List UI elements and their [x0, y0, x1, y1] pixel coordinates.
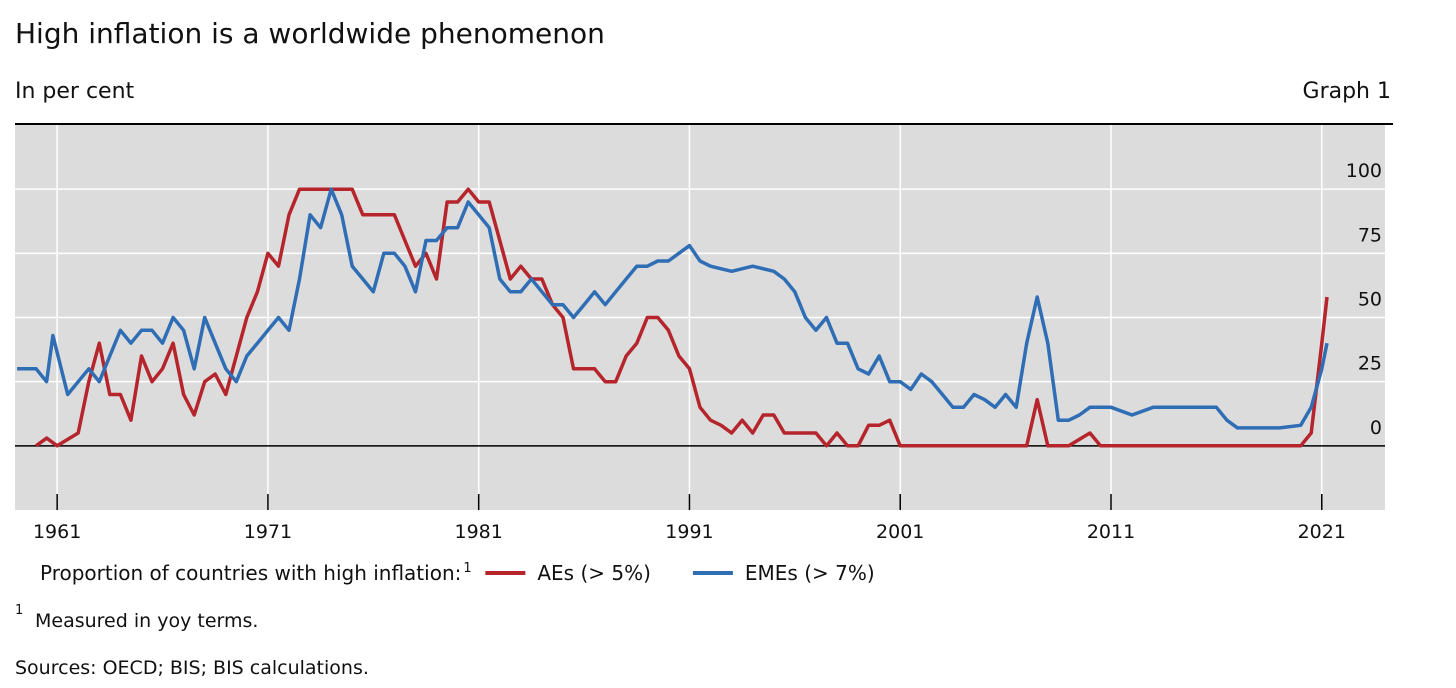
legend: Proportion of countries with high inflat… — [40, 561, 875, 585]
x-tick-label: 2001 — [876, 521, 924, 543]
footnote: Measured in yoy terms. — [35, 610, 258, 632]
legend-title-note: 1 — [463, 561, 471, 576]
legend-label: EMEs (> 7%) — [745, 561, 875, 585]
series-line — [17, 187, 1329, 430]
y-tick-label: 25 — [1358, 353, 1382, 375]
lines — [17, 187, 1329, 448]
x-tick-label: 1971 — [244, 521, 292, 543]
sources: Sources: OECD; BIS; BIS calculations. — [15, 657, 369, 679]
y-tick-label: 100 — [1346, 160, 1382, 182]
chart-subtitle: In per cent — [15, 79, 135, 104]
y-tick-label: 75 — [1358, 224, 1382, 246]
y-tick-label: 50 — [1358, 289, 1382, 311]
x-tick-label: 1991 — [665, 521, 713, 543]
graph-label: Graph 1 — [1303, 79, 1391, 104]
legend-title: Proportion of countries with high inflat… — [40, 561, 461, 585]
footnote-marker: 1 — [15, 603, 23, 618]
x-tick-label: 1961 — [33, 521, 81, 543]
chart-title: High inflation is a worldwide phenomenon — [15, 17, 605, 50]
x-tick-label: 2011 — [1087, 521, 1135, 543]
x-tick-label: 2021 — [1298, 521, 1346, 543]
x-tick-label: 1981 — [455, 521, 503, 543]
series-line — [35, 187, 1329, 448]
grid: 0 25 50 75 100 1961 1971 1981 1991 2001 2011 2021 — [15, 125, 1385, 543]
legend-label: AEs (> 5%) — [537, 561, 651, 585]
y-tick-label: 0 — [1370, 417, 1382, 439]
